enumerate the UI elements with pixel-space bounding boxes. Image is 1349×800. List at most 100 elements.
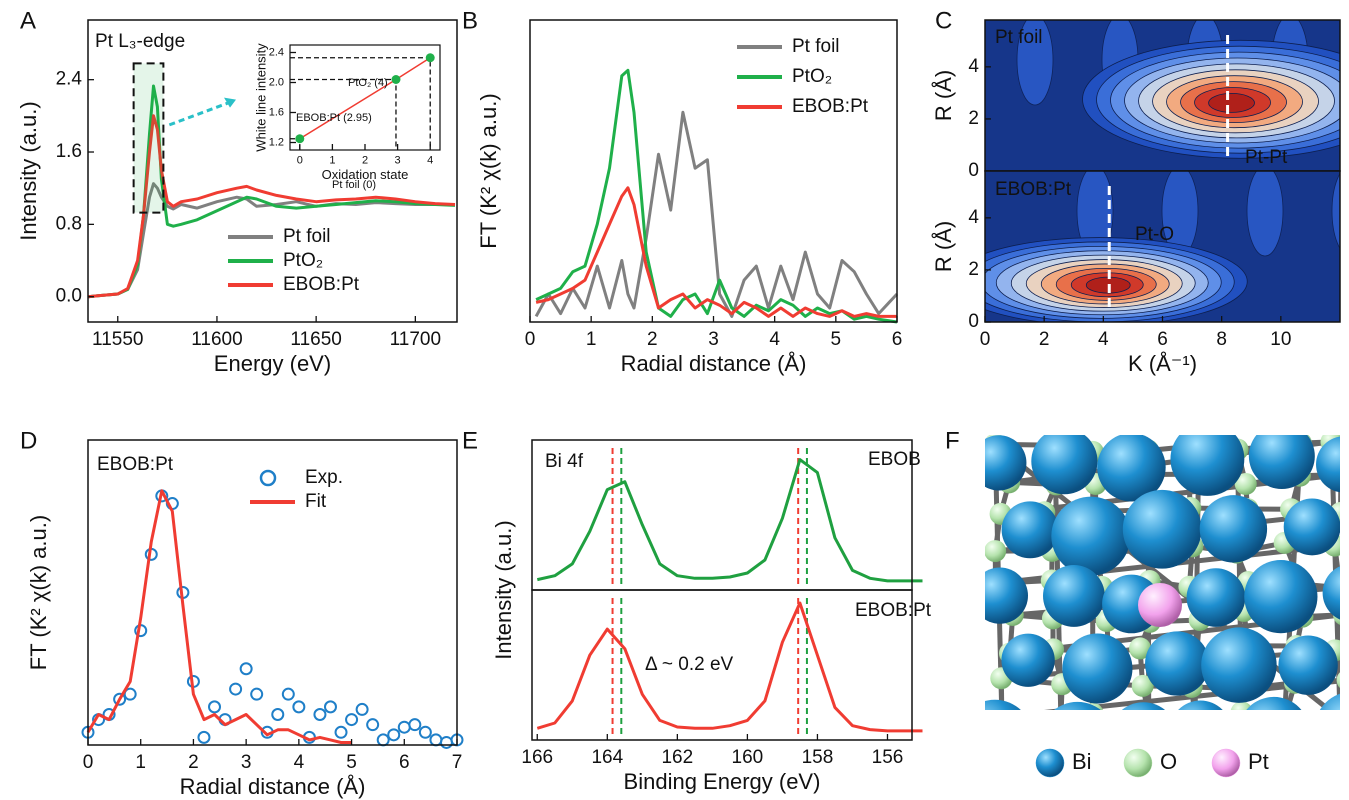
data-point: [418, 725, 432, 739]
x-tick-label: 10: [1270, 329, 1291, 350]
legend-marker: [259, 469, 277, 487]
y-axis-label: FT (K² χ(k) a.u.): [26, 515, 51, 670]
x-tick-label: 2: [362, 154, 368, 166]
legend-label: Pt foil: [283, 226, 331, 247]
data-point: [425, 53, 435, 63]
x-tick-label: 6: [892, 329, 903, 350]
chart-title: Bi 4f: [545, 451, 584, 472]
bi-atom: [1001, 501, 1059, 559]
panel-letter: E: [462, 427, 478, 454]
y-tick-label: 4: [968, 56, 979, 77]
bond: [1242, 709, 1243, 710]
series-line: [536, 458, 923, 583]
bi-atom: [1201, 627, 1277, 703]
data-point: [323, 700, 337, 714]
o-atom: [1282, 709, 1286, 710]
chart-title: EBOB:Pt: [995, 179, 1072, 200]
bi-atom: [1244, 559, 1318, 634]
axes-frame: [87, 19, 458, 323]
axes-frame: [87, 439, 458, 746]
x-tick-label: 11550: [92, 329, 143, 350]
y-tick-label: 1.6: [269, 106, 284, 118]
data-point: [345, 713, 359, 727]
data-point: [281, 687, 295, 701]
y-axis-label: White line intensity: [253, 43, 268, 152]
data-point: [408, 718, 422, 732]
data-point: [239, 662, 253, 676]
axes-frame: [531, 439, 913, 591]
data-point: [197, 730, 211, 744]
x-tick-label: 1: [329, 154, 335, 166]
chart-title: Pt L₃-edge: [95, 31, 185, 52]
contour-ridge: [1331, 172, 1340, 250]
series-line: [87, 114, 456, 299]
pt-atom: [1138, 583, 1182, 627]
data-point: [439, 735, 453, 749]
peak-label: Pt-O: [1135, 224, 1174, 245]
bond: [1149, 715, 1195, 718]
contour-ridge: [1246, 171, 1284, 257]
x-tick-label: 3: [708, 329, 719, 350]
x-tick-label: 0: [980, 329, 991, 350]
x-tick-label: 2: [1039, 329, 1050, 350]
legend-label: Fit: [305, 491, 327, 512]
structure-image: [985, 435, 1340, 721]
series-line: [536, 601, 923, 733]
legend-marker: [1035, 748, 1065, 778]
x-tick-label: 4: [427, 154, 433, 166]
y-tick-label: 1.2: [269, 136, 284, 148]
x-tick-label: 2: [647, 329, 658, 350]
bi-atom: [1248, 435, 1315, 490]
y-axis-label: R (Å): [931, 70, 956, 121]
data-point: [123, 687, 137, 701]
bi-atom: [1054, 701, 1101, 710]
annotation: EBOB:Pt (2.95): [296, 112, 372, 124]
peak-label: Pt-Pt: [1245, 147, 1288, 168]
bond: [1284, 719, 1340, 721]
x-tick-label: 3: [395, 154, 401, 166]
y-axis-label: Intensity (a.u.): [16, 101, 41, 240]
chart-title: EBOB:Pt: [97, 454, 174, 475]
o-atom: [985, 540, 1007, 563]
annotation: Pt foil (0): [332, 179, 376, 191]
series-label: EBOB:Pt: [855, 600, 932, 621]
legend-marker: [1211, 748, 1241, 778]
panel-letter: A: [20, 7, 36, 34]
x-axis-label: Radial distance (Å): [621, 351, 807, 376]
y-axis-label: R (Å): [931, 221, 956, 272]
y-tick-label: 1.6: [56, 141, 82, 162]
data-point: [313, 708, 327, 721]
bi-atom: [1319, 693, 1340, 710]
arrow-head: [224, 97, 236, 108]
bi-atom: [1199, 495, 1268, 563]
x-tick-label: 4: [769, 329, 780, 350]
data-point: [250, 687, 264, 701]
legend-label: Pt foil: [792, 36, 840, 57]
panel-letter: B: [462, 7, 478, 34]
legend-label: PtO₂: [283, 250, 323, 271]
o-atom: [1187, 707, 1203, 710]
data-point: [391, 75, 401, 84]
bi-atom: [1246, 696, 1302, 710]
x-tick-label: 0: [83, 752, 94, 773]
bi-atom: [1145, 631, 1210, 696]
bi-atom: [1278, 635, 1338, 695]
inset-bg: [290, 45, 440, 150]
bi-atom: [1170, 435, 1245, 496]
panel-letter: D: [20, 427, 37, 454]
x-tick-label: 5: [346, 752, 357, 773]
y-tick-label: 0: [968, 160, 979, 181]
bond: [1093, 714, 1149, 715]
data-point: [376, 733, 390, 747]
legend-label: O: [1160, 749, 1177, 774]
highlight-box: [132, 62, 165, 214]
y-tick-label: 0.8: [56, 213, 82, 234]
y-tick-label: 0.0: [56, 286, 82, 307]
annotation: Δ ~ 0.2 eV: [645, 654, 734, 675]
data-point: [208, 700, 222, 714]
data-point: [397, 720, 411, 734]
o-atom: [1129, 637, 1152, 660]
x-tick-label: 164: [591, 747, 623, 768]
x-tick-label: 160: [732, 747, 764, 768]
